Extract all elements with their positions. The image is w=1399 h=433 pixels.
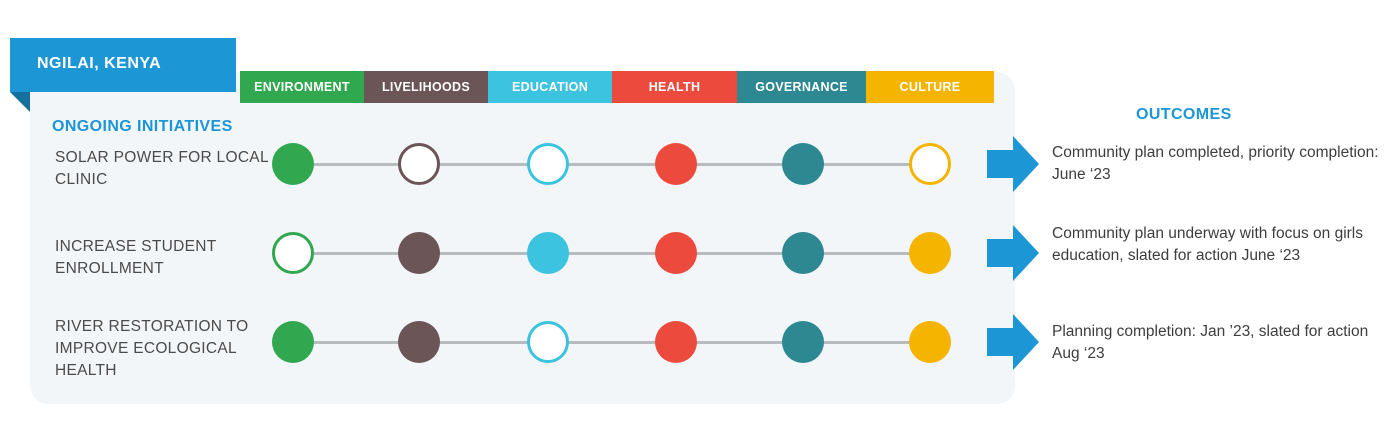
- initiative-label: RIVER RESTORATION TO IMPROVE ECOLOGICAL …: [55, 318, 249, 379]
- initiative-label: INCREASE STUDENT ENROLLMENT: [55, 238, 217, 277]
- status-dot-livelihoods-outline: [398, 143, 440, 185]
- category-label: GOVERNANCE: [755, 80, 848, 94]
- status-dot-education-filled: [527, 232, 569, 274]
- arrow-right-icon: [987, 314, 1039, 370]
- status-dot-environment-outline: [272, 232, 314, 274]
- location-tab: NGILAI, KENYA: [10, 38, 236, 92]
- status-dot-governance-filled: [782, 143, 824, 185]
- outcome-text: Community plan completed, priority compl…: [1052, 144, 1379, 183]
- status-dot-culture-outline: [909, 143, 951, 185]
- arrow-right-icon: [987, 225, 1039, 281]
- status-dot-environment-filled: [272, 143, 314, 185]
- category-label: LIVELIHOODS: [381, 80, 471, 94]
- location-tab-fold: [10, 92, 30, 112]
- status-dot-health-filled: [655, 321, 697, 363]
- category-health: HEALTH: [612, 71, 737, 103]
- status-dot-livelihoods-filled: [398, 321, 440, 363]
- category-environment: ENVIRONMENT: [240, 71, 364, 103]
- initiative-track: [293, 252, 931, 255]
- outcome-text: Planning completion: Jan ’23, slated for…: [1052, 323, 1369, 362]
- status-dot-health-filled: [655, 143, 697, 185]
- status-dot-environment-filled: [272, 321, 314, 363]
- initiative-track: [293, 341, 931, 344]
- category-governance: GOVERNANCE: [737, 71, 866, 103]
- outcomes-title: OUTCOMES: [1136, 106, 1232, 123]
- category-livelihoods: LIVELIHOODS: [364, 71, 488, 103]
- category-bar: ENVIRONMENT LIVELIHOODS EDUCATION HEALTH GOV…: [240, 71, 994, 103]
- category-label: EDUCATION: [511, 80, 589, 94]
- category-label: CULTURE: [899, 80, 961, 94]
- status-dot-culture-filled: [909, 232, 951, 274]
- category-label: HEALTH: [648, 80, 701, 94]
- status-dot-education-outline: [527, 143, 569, 185]
- status-dot-livelihoods-filled: [398, 232, 440, 274]
- section-title: ONGOING INITIATIVES: [52, 118, 233, 135]
- initiative-track: [293, 163, 931, 166]
- status-dot-health-filled: [655, 232, 697, 274]
- initiative-label: SOLAR POWER FOR LOCAL CLINIC: [55, 149, 269, 188]
- initiatives-panel: [30, 72, 1015, 404]
- outcome-text: Community plan underway with focus on gi…: [1052, 225, 1363, 264]
- status-dot-governance-filled: [782, 232, 824, 274]
- status-dot-education-outline: [527, 321, 569, 363]
- category-label: ENVIRONMENT: [254, 80, 350, 94]
- status-dot-governance-filled: [782, 321, 824, 363]
- category-education: EDUCATION: [488, 71, 612, 103]
- location-label: NGILAI, KENYA: [37, 55, 162, 72]
- arrow-right-icon: [987, 136, 1039, 192]
- category-culture: CULTURE: [866, 71, 994, 103]
- status-dot-culture-filled: [909, 321, 951, 363]
